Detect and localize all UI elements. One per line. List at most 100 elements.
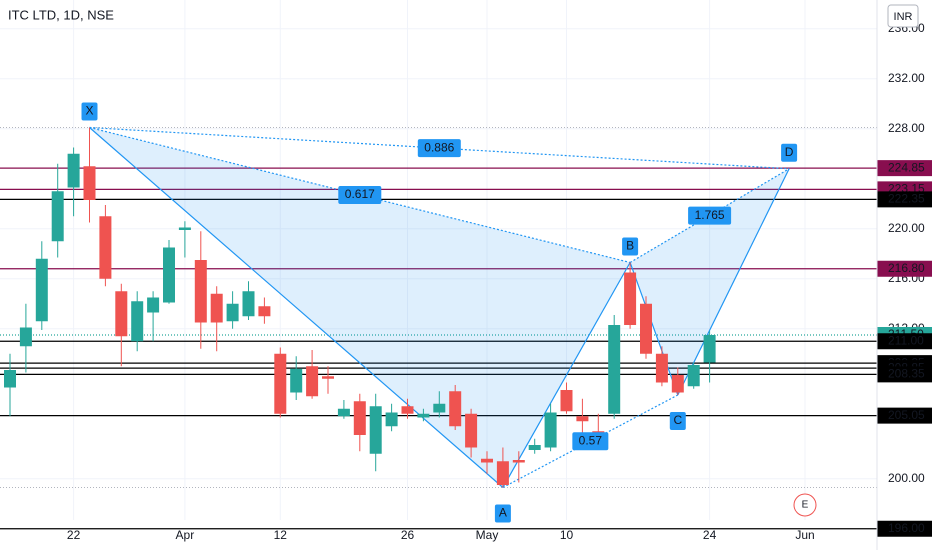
point-label: X (85, 104, 93, 118)
x-tick-label: May (476, 528, 499, 542)
candle-body (481, 458, 493, 463)
point-box (622, 237, 639, 256)
pattern-leg (502, 394, 679, 489)
point-box (669, 412, 686, 430)
price-label: 224.85 (888, 160, 925, 174)
ratio-label: 0.57 (579, 433, 603, 447)
candles (4, 127, 716, 488)
price-label: 205.05 (888, 408, 925, 422)
grid: 236.00232.00228.00220.00216.00212.00200.… (0, 0, 925, 542)
candle-body (640, 303, 652, 354)
candle-body (67, 153, 80, 188)
point-label: D (785, 145, 794, 159)
candle-body (608, 325, 621, 414)
candle-body (671, 375, 684, 393)
price-label: 208.35 (888, 367, 925, 381)
candle-body (99, 216, 112, 279)
candle-body (353, 401, 366, 435)
candle-body (624, 272, 637, 325)
pattern-leg (629, 262, 679, 396)
pattern-leg (89, 126, 631, 264)
candle-body (194, 260, 207, 323)
candle-body (703, 335, 716, 363)
candle-body (687, 365, 700, 387)
candle-body (242, 291, 255, 317)
candle-body (401, 406, 414, 414)
x-tick-label: 10 (560, 528, 574, 542)
pattern-leg (677, 168, 790, 396)
candle-body (306, 366, 319, 397)
ratio-box (688, 206, 732, 225)
candle-body (544, 412, 557, 448)
ratio-box (417, 139, 461, 158)
price-label: 216.80 (888, 261, 925, 275)
candle-body (385, 412, 398, 427)
candle-body (226, 303, 239, 322)
pattern-leg (89, 126, 790, 170)
price-label: 196.00 (888, 521, 925, 535)
candle-body (290, 368, 303, 393)
price-label: 222.35 (888, 192, 925, 206)
event-marker (793, 493, 817, 517)
currency-box[interactable] (887, 4, 919, 28)
ratio-label: 0.886 (424, 140, 454, 154)
candle-body (449, 391, 462, 427)
candle-body (369, 406, 382, 454)
candle-body (417, 413, 430, 418)
x-tick-label: Apr (176, 528, 195, 542)
x-tick-label: Jun (795, 528, 814, 542)
point-label: C (673, 413, 682, 427)
currency: INR (894, 11, 913, 23)
chart-title: ITC LTD, 1D, NSE (8, 7, 114, 22)
x-tick-label: 12 (274, 528, 288, 542)
candle-body (512, 460, 525, 463)
candle-body (51, 191, 64, 242)
candle-body (35, 258, 48, 322)
candle-body (258, 306, 271, 317)
price-lines (0, 167, 877, 530)
candle-body (655, 353, 668, 383)
candle-body (115, 291, 128, 337)
ratio-box (338, 186, 382, 204)
candle-body (322, 376, 334, 379)
x-tick-label: 22 (67, 528, 81, 542)
ratio-label: 1.765 (695, 208, 725, 222)
candle-body (4, 370, 16, 388)
candle-body (465, 413, 478, 448)
candle-body (19, 327, 32, 347)
candle-body (496, 461, 509, 485)
candle-body (147, 297, 160, 313)
price-label-box (877, 407, 932, 424)
harmonic-pattern (0, 126, 877, 489)
y-tick-label: 200.00 (888, 471, 925, 485)
y-tick-label: 220.00 (888, 221, 925, 235)
candle-body (210, 293, 223, 323)
candle-body (83, 166, 96, 200)
point-label: B (626, 239, 634, 253)
bcd-fill (630, 168, 790, 395)
point-box (494, 504, 511, 523)
y-tick-label: 232.00 (888, 71, 925, 85)
price-label-box (877, 333, 932, 350)
price-label-box (877, 191, 932, 208)
candle-body (528, 445, 541, 450)
price-label-box (877, 260, 932, 277)
ratio-label: 0.617 (345, 187, 375, 201)
candle-body (560, 390, 573, 412)
price-label-box (877, 366, 932, 383)
y-tick-label: 228.00 (888, 121, 925, 135)
candle-body (576, 416, 589, 422)
event-label: E (802, 500, 809, 511)
candle-body (131, 301, 144, 342)
overlay: 224.85223.15222.35216.80211.50211.00209.… (81, 102, 932, 537)
pattern-leg (502, 262, 631, 488)
candle-body (178, 227, 191, 230)
price-label-box (877, 160, 932, 177)
x-tick-label: 26 (401, 528, 415, 542)
point-box (81, 102, 98, 121)
price-label: 211.00 (888, 333, 924, 347)
ratio-box (572, 432, 609, 451)
x-tick-label: 24 (703, 528, 717, 542)
